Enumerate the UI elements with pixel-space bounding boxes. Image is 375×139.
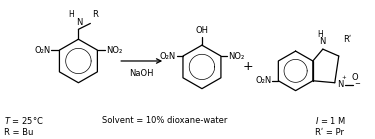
Text: O₂N: O₂N (160, 52, 176, 61)
Text: O₂N: O₂N (34, 46, 51, 55)
Text: NO₂: NO₂ (228, 52, 244, 61)
Text: R = Bu: R = Bu (4, 128, 34, 137)
Text: R: R (92, 10, 98, 19)
Text: $\mathit{T}$ = 25°C: $\mathit{T}$ = 25°C (4, 115, 44, 126)
Text: Solvent = 10% dioxane-water: Solvent = 10% dioxane-water (102, 116, 227, 125)
Text: −: − (355, 81, 361, 87)
Text: O: O (352, 73, 358, 82)
Text: N: N (319, 37, 325, 46)
Text: O₂N: O₂N (255, 76, 272, 85)
Text: N: N (76, 18, 82, 27)
Text: N: N (337, 80, 343, 89)
Text: H: H (69, 10, 74, 19)
Text: +: + (243, 60, 253, 73)
Text: OH: OH (195, 26, 208, 35)
Text: NO₂: NO₂ (106, 46, 123, 55)
Text: Rʹ: Rʹ (343, 35, 351, 44)
Text: NaOH: NaOH (129, 69, 154, 78)
Text: +: + (341, 75, 346, 80)
Text: $\mathit{I}$ = 1 M: $\mathit{I}$ = 1 M (315, 115, 346, 126)
Text: H: H (317, 30, 323, 39)
Text: Rʹ = Pr: Rʹ = Pr (315, 128, 344, 137)
